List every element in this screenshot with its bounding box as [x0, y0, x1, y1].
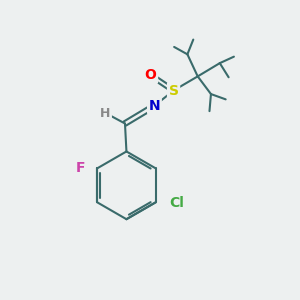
Text: Cl: Cl [169, 196, 184, 210]
Text: F: F [75, 161, 85, 175]
Text: O: O [145, 68, 157, 82]
Text: S: S [169, 83, 178, 98]
Text: H: H [100, 107, 110, 120]
Text: N: N [148, 99, 160, 113]
